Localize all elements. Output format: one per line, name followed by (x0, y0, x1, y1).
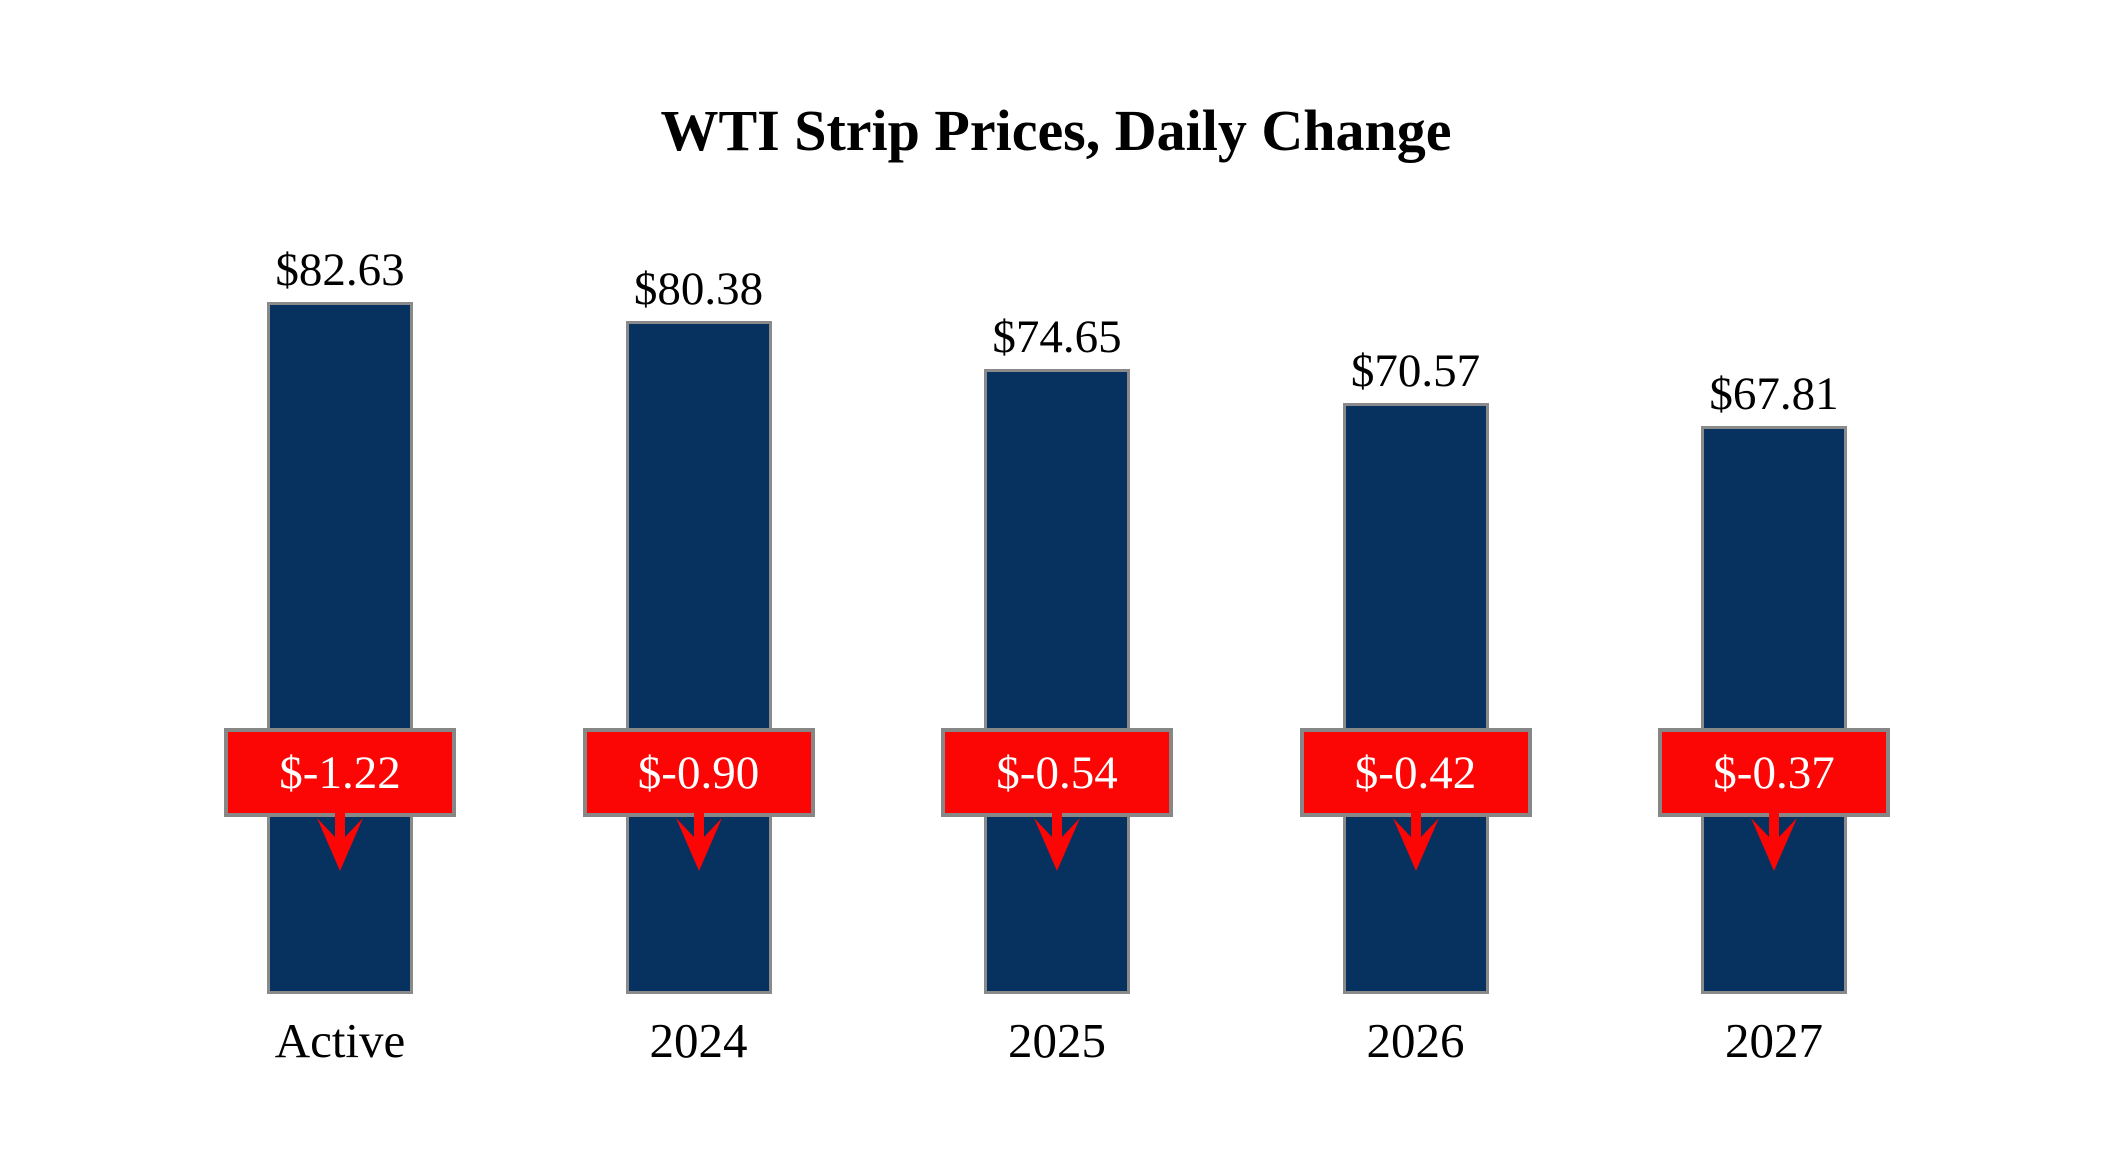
category-label: Active (274, 1013, 406, 1068)
daily-change-badge: $-1.22 (224, 728, 456, 817)
category-label: 2024 (649, 1013, 748, 1068)
bar-value-label: $82.63 (275, 244, 405, 296)
bar (1342, 403, 1489, 994)
bar-value-label: $80.38 (633, 263, 764, 315)
bar-value-label: $67.81 (1709, 368, 1839, 420)
chart-title: WTI Strip Prices, Daily Change (660, 98, 1452, 163)
bar (625, 321, 772, 994)
bar-value-label: $70.57 (1350, 345, 1481, 397)
bar-value-label: $74.65 (992, 311, 1122, 363)
daily-change-badge: $-0.90 (582, 728, 815, 817)
daily-change-value: $-0.54 (996, 746, 1118, 799)
daily-change-value: $-1.22 (279, 746, 401, 799)
bar (1701, 426, 1847, 994)
daily-change-value: $-0.42 (1354, 746, 1477, 799)
daily-change-badge: $-0.54 (941, 728, 1173, 817)
bar (267, 302, 413, 994)
bar (984, 369, 1130, 994)
category-label: 2026 (1366, 1013, 1465, 1068)
down-arrow-icon (1392, 813, 1439, 871)
down-arrow-icon (1751, 813, 1797, 871)
category-label: 2027 (1725, 1013, 1823, 1068)
daily-change-value: $-0.37 (1713, 746, 1835, 799)
daily-change-value: $-0.90 (637, 746, 760, 799)
category-label: 2025 (1008, 1013, 1106, 1068)
down-arrow-icon (675, 813, 722, 871)
down-arrow-icon (1034, 813, 1080, 871)
daily-change-badge: $-0.37 (1658, 728, 1890, 817)
down-arrow-icon (317, 813, 363, 871)
daily-change-badge: $-0.42 (1299, 728, 1532, 817)
